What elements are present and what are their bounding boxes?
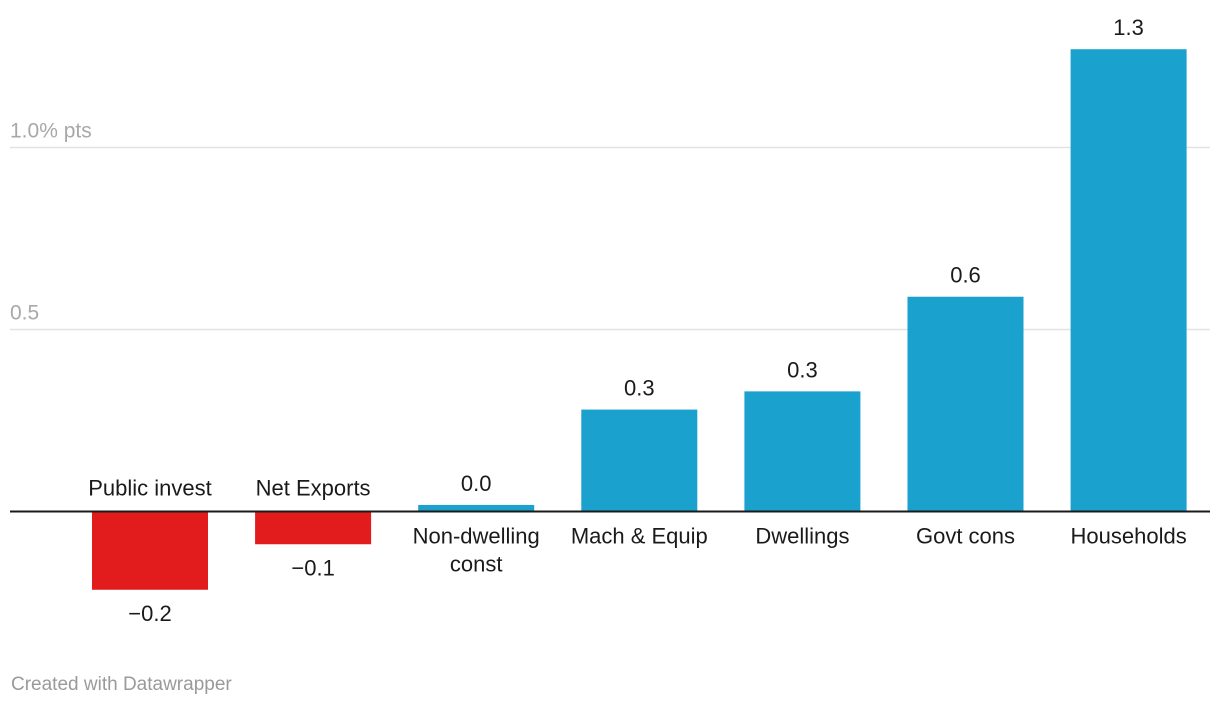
category-label: Net Exports bbox=[256, 476, 371, 501]
value-label: 0.3 bbox=[624, 376, 655, 401]
datawrapper-credit: Created with Datawrapper bbox=[11, 674, 232, 695]
value-label: 0.6 bbox=[950, 263, 981, 288]
bar bbox=[1070, 49, 1187, 512]
labels: −0.2 Public invest −0.1 Net Exports 0.0 Non-d… bbox=[88, 15, 1186, 626]
value-label: −0.1 bbox=[291, 555, 334, 580]
value-label: −0.2 bbox=[128, 601, 171, 626]
bar bbox=[581, 409, 698, 512]
category-label: Dwellings bbox=[755, 524, 849, 549]
value-label: 0.0 bbox=[461, 471, 492, 496]
category-label: Non-dwelling const bbox=[413, 524, 540, 577]
category-label-line: Non-dwelling bbox=[413, 524, 540, 549]
category-label-line: Dwellings bbox=[755, 524, 849, 549]
bars bbox=[92, 49, 1187, 590]
category-label: Households bbox=[1071, 524, 1187, 549]
bar bbox=[744, 391, 861, 512]
category-label-line: const bbox=[450, 552, 503, 577]
y-tick-label: 0.5 bbox=[10, 302, 39, 325]
y-tick-label: 1.0% pts bbox=[10, 120, 92, 143]
category-label: Govt cons bbox=[916, 524, 1015, 549]
value-label: 0.3 bbox=[787, 357, 818, 382]
bar bbox=[907, 296, 1024, 512]
gridlines: 0.5 1.0% pts bbox=[10, 120, 1210, 331]
bar bbox=[418, 504, 535, 512]
value-label: 1.3 bbox=[1113, 15, 1144, 40]
category-label: Mach & Equip bbox=[571, 524, 708, 549]
category-label-line: Mach & Equip bbox=[571, 524, 708, 549]
category-label: Public invest bbox=[88, 476, 212, 501]
bar bbox=[92, 511, 208, 590]
category-label-line: Households bbox=[1071, 524, 1187, 549]
bar bbox=[255, 511, 372, 545]
category-label-line: Govt cons bbox=[916, 524, 1015, 549]
